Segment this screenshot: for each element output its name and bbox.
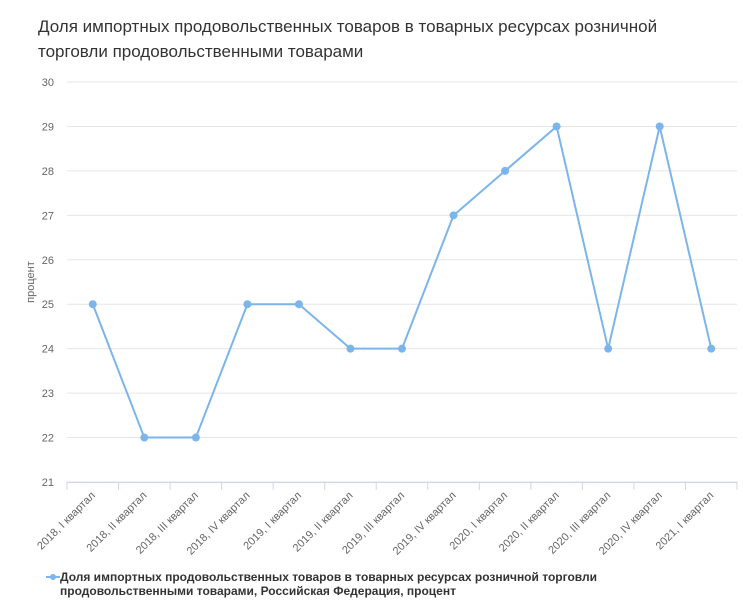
chart-title: Доля импортных продовольственных товаров…	[38, 17, 658, 61]
y-tick-label: 30	[42, 77, 54, 89]
y-tick-label: 26	[42, 255, 54, 267]
data-point[interactable]	[243, 300, 252, 309]
x-axis-tick-marks	[66, 482, 738, 490]
grid-lines	[67, 81, 737, 483]
y-tick-label: 28	[42, 166, 54, 178]
series-group	[88, 122, 716, 442]
data-point[interactable]	[655, 122, 664, 131]
data-point[interactable]	[88, 300, 97, 309]
data-point[interactable]	[140, 433, 149, 442]
y-tick-label: 29	[42, 121, 54, 133]
data-point[interactable]	[552, 122, 561, 131]
data-point[interactable]	[707, 344, 716, 353]
data-point[interactable]	[398, 344, 406, 353]
y-tick-label: 22	[42, 433, 54, 445]
legend-line-icon	[46, 574, 60, 580]
y-axis-title: процент	[25, 261, 37, 303]
y-axis-tick-labels: 30 29 28 27 26 25 24 23 22 21	[42, 77, 54, 489]
series-line	[91, 125, 713, 439]
y-tick-label: 25	[42, 299, 54, 311]
y-tick-label: 23	[42, 388, 54, 400]
data-point[interactable]	[191, 433, 200, 442]
y-tick-label: 24	[42, 344, 54, 356]
legend-label: Доля импортных продовольственных товаров…	[60, 570, 597, 598]
y-tick-label: 21	[42, 477, 54, 489]
y-tick-label: 27	[42, 210, 54, 222]
data-point[interactable]	[346, 344, 355, 353]
data-point[interactable]	[604, 344, 613, 353]
data-point[interactable]	[294, 300, 303, 309]
data-point[interactable]	[449, 211, 458, 220]
data-point[interactable]	[501, 166, 510, 175]
